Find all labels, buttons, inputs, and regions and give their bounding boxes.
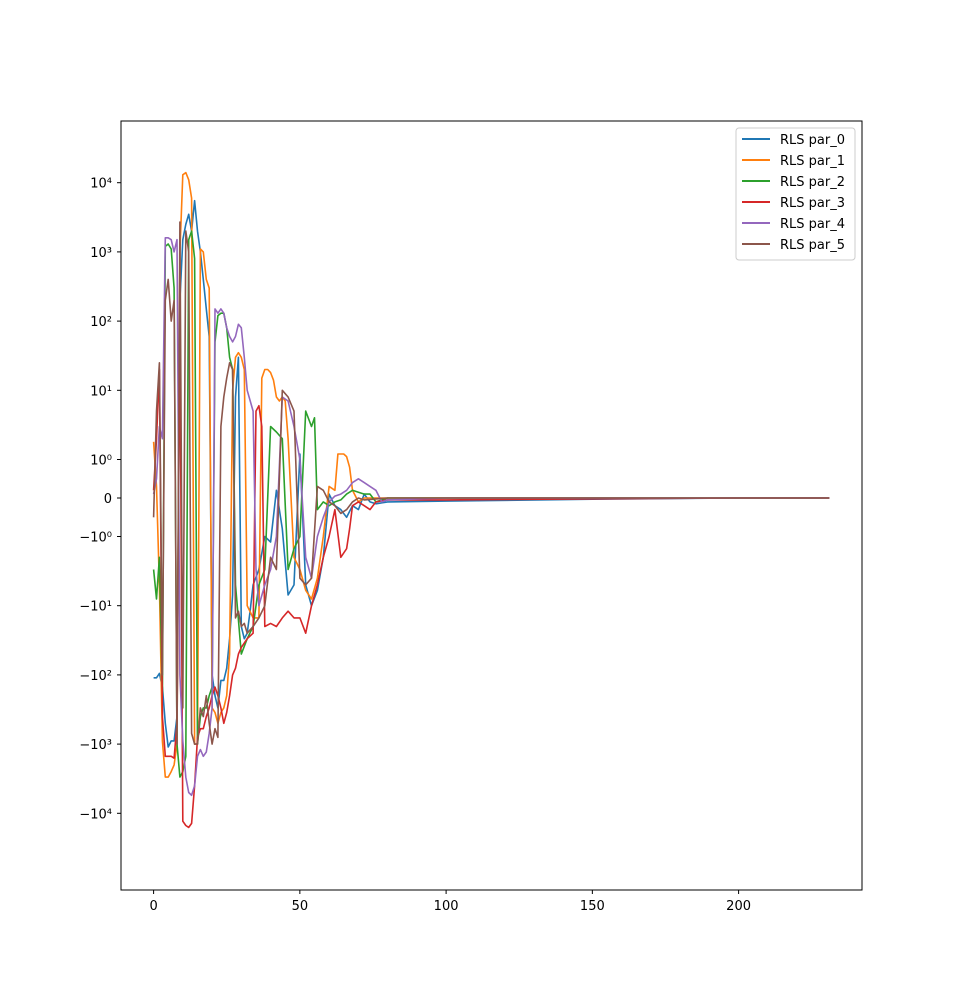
series-line-3 [152, 320, 830, 829]
x-tick-label: 0 [149, 899, 157, 914]
legend-label-0: RLS par_0 [780, 133, 845, 148]
series-layer [152, 171, 830, 829]
y-tick-label: 10⁰ [90, 454, 112, 469]
y-tick-label: 0 [104, 492, 112, 507]
legend: RLS par_0 RLS par_1 RLS par_2 RLS par_3 RLS … [735, 127, 856, 261]
x-tick-label: 150 [580, 899, 605, 914]
y-tick-label: −10³ [79, 738, 112, 753]
series-line-1 [152, 171, 830, 778]
y-tick-label: 10¹ [90, 384, 112, 399]
legend-label-5: RLS par_5 [780, 238, 845, 253]
x-tick-label: 200 [726, 899, 751, 914]
plot-frame [120, 120, 863, 891]
y-tick-label: 10² [90, 315, 112, 330]
legend-label-2: RLS par_2 [780, 175, 845, 190]
y-tick-label: −10⁴ [79, 807, 112, 822]
legend-label-3: RLS par_3 [780, 196, 845, 211]
x-tick-label: 100 [434, 899, 459, 914]
legend-label-1: RLS par_1 [780, 154, 845, 169]
series-line-4 [152, 237, 830, 797]
series-line-5 [152, 221, 830, 745]
y-tick-label: 10⁴ [90, 177, 112, 192]
x-axis: 0 50 100 150 200 [149, 890, 751, 914]
legend-label-4: RLS par_4 [780, 217, 845, 232]
y-tick-label: −10¹ [79, 600, 112, 615]
y-axis: 10⁴ 10³ 10² 10¹ 10⁰ 0 −10⁰ −10¹ −10² −10³ −10⁴ [79, 177, 121, 822]
y-tick-label: −10⁰ [79, 531, 112, 546]
y-tick-label: −10² [79, 669, 112, 684]
y-tick-label: 10³ [90, 246, 112, 261]
x-tick-label: 50 [292, 899, 309, 914]
